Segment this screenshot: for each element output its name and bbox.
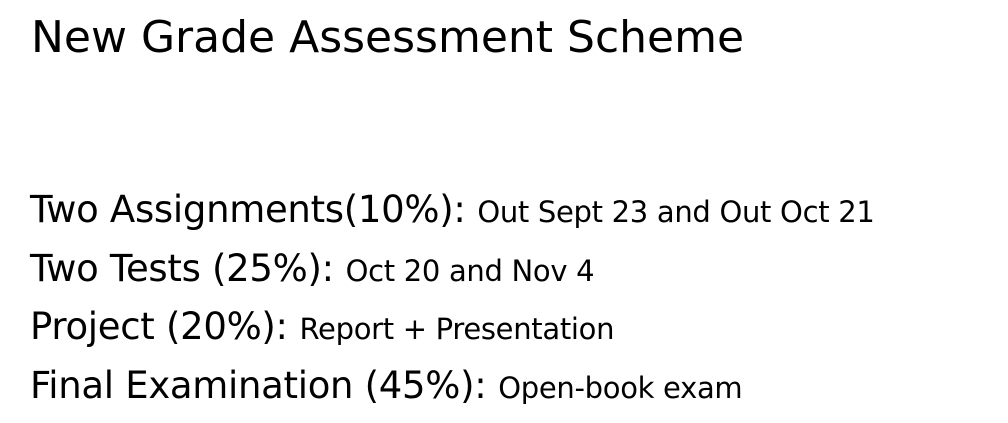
assessment-label: Project (20%): bbox=[30, 305, 288, 348]
assessment-item-final-exam: Final Examination (45%): Open-book exam bbox=[30, 357, 875, 416]
assessment-item-project: Project (20%): Report + Presentation bbox=[30, 298, 875, 357]
assessment-list: Two Assignments(10%): Out Sept 23 and Ou… bbox=[30, 181, 875, 415]
assessment-label: Two Tests (25%): bbox=[30, 246, 334, 290]
assessment-label: Two Assignments(10%): bbox=[30, 188, 466, 231]
assessment-detail: Out Sept 23 and Out Oct 21 bbox=[477, 195, 875, 229]
slide-title: New Grade Assessment Scheme bbox=[31, 12, 745, 63]
assessment-detail: Report + Presentation bbox=[299, 312, 615, 346]
assessment-detail: Oct 20 and Nov 4 bbox=[345, 253, 595, 288]
assessment-item-tests: Two Tests (25%): Oct 20 and Nov 4 bbox=[30, 240, 875, 299]
assessment-detail: Open-book exam bbox=[498, 370, 743, 405]
assessment-item-assignments: Two Assignments(10%): Out Sept 23 and Ou… bbox=[30, 181, 875, 240]
assessment-label: Final Examination (45%): bbox=[30, 363, 487, 407]
